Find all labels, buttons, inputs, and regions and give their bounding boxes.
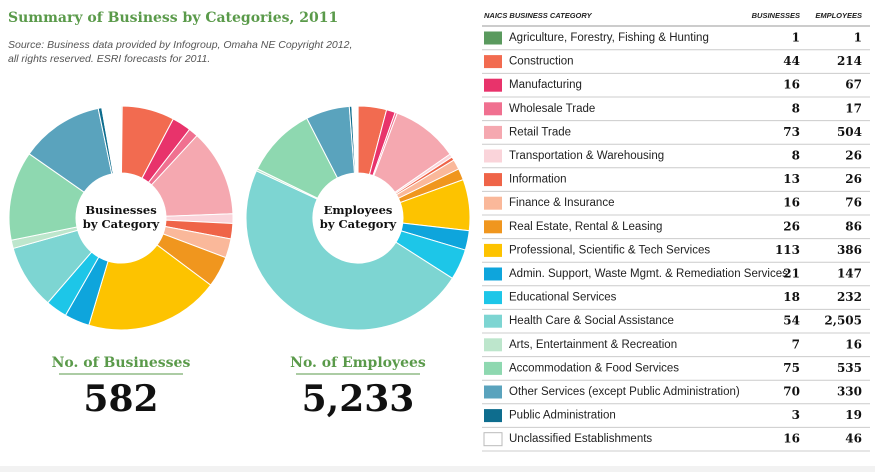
donut-slice (101, 105, 122, 175)
table-value: 26 (845, 172, 862, 186)
table-value: 8 (792, 149, 800, 163)
table-value: 19 (845, 408, 862, 422)
table-value: 16 (783, 78, 800, 92)
category-label: Wholesale Trade (509, 103, 595, 115)
table-value: 75 (783, 361, 800, 375)
category-label: Manufacturing (509, 79, 582, 91)
table-value: 17 (845, 101, 862, 115)
table-value: 504 (837, 125, 862, 139)
category-label: Retail Trade (509, 126, 571, 138)
legend-swatch (484, 267, 502, 281)
category-label: Admin. Support, Waste Mgmt. & Remediatio… (509, 268, 788, 280)
table-value: 86 (845, 219, 862, 233)
donut-center-label: Businesses (85, 203, 156, 217)
table-value: 8 (792, 101, 800, 115)
total-value: 582 (83, 378, 158, 420)
donut-slice (88, 244, 212, 331)
source-note: Source: Business data provided by Infogr… (8, 39, 353, 65)
legend-swatch (484, 220, 502, 234)
category-label: Unclassified Establishments (509, 433, 652, 445)
table-value: 54 (783, 314, 800, 328)
table-value: 76 (845, 196, 862, 210)
category-label: Construction (509, 56, 574, 68)
table-value: 46 (845, 432, 862, 446)
total-value: 5,233 (302, 378, 415, 420)
legend-swatch (483, 432, 503, 447)
table-value: 3 (792, 408, 800, 422)
category-label: Arts, Entertainment & Recreation (509, 339, 677, 351)
donut-center-label: by Category (83, 217, 160, 231)
table-value: 147 (837, 267, 862, 281)
table-value: 113 (775, 243, 800, 257)
legend-swatch (484, 385, 502, 399)
legend-swatch (484, 409, 502, 423)
table-value: 44 (783, 54, 800, 68)
legend-swatch (484, 102, 502, 116)
table-value: 13 (783, 172, 800, 186)
table-value: 21 (783, 267, 800, 281)
table-value: 73 (783, 125, 800, 139)
legend-swatch (484, 243, 502, 257)
table-value: 67 (845, 78, 862, 92)
legend-swatch (484, 149, 502, 163)
donut-center-label: by Category (320, 217, 397, 231)
category-label: Transportation & Warehousing (509, 150, 664, 162)
table-value: 214 (837, 54, 862, 68)
legend-swatch (484, 196, 502, 210)
total-title: No. of Businesses (52, 355, 191, 371)
category-label: Health Care & Social Assistance (509, 315, 674, 327)
table-header: BUSINESSES (752, 11, 800, 20)
table-value: 535 (837, 361, 862, 375)
category-label: Finance & Insurance (509, 197, 614, 209)
category-label: Accommodation & Food Services (509, 362, 679, 374)
table-value: 16 (845, 337, 862, 351)
legend-swatch (484, 338, 502, 352)
table-value: 2,505 (824, 314, 862, 328)
footer-band (0, 466, 875, 472)
legend-swatch (484, 173, 502, 187)
table-value: 232 (837, 290, 862, 304)
legend-swatch (484, 291, 502, 305)
table-value: 26 (783, 219, 800, 233)
legend-swatch (484, 361, 502, 375)
donut-slice (351, 105, 359, 174)
table-value: 26 (845, 149, 862, 163)
table-value: 7 (792, 337, 800, 351)
table-header: NAICS BUSINESS CATEGORY (484, 11, 593, 20)
table-value: 16 (783, 432, 800, 446)
legend-swatch (484, 78, 502, 92)
category-label: Professional, Scientific & Tech Services (509, 244, 710, 256)
table-value: 70 (783, 385, 800, 399)
category-label: Other Services (except Public Administra… (509, 386, 740, 398)
category-label: Educational Services (509, 292, 617, 304)
donut-slice (245, 170, 454, 331)
category-label: Agriculture, Forestry, Fishing & Hunting (509, 32, 709, 44)
legend-swatch (484, 125, 502, 139)
category-label: Public Administration (509, 410, 616, 422)
table-value: 1 (854, 31, 862, 45)
table-value: 18 (783, 290, 800, 304)
chart-title: Summary of Business by Categories, 2011 (8, 10, 338, 26)
table-value: 386 (837, 243, 862, 257)
table-header: EMPLOYEES (815, 11, 862, 20)
legend-swatch (484, 55, 502, 69)
donut-center-label: Employees (324, 203, 393, 217)
legend-swatch (484, 314, 502, 328)
category-label: Information (509, 174, 567, 186)
table-value: 16 (783, 196, 800, 210)
legend-swatch (484, 31, 502, 45)
total-title: No. of Employees (290, 355, 426, 371)
table-value: 1 (792, 31, 800, 45)
category-label: Real Estate, Rental & Leasing (509, 221, 662, 233)
table-value: 330 (837, 385, 862, 399)
